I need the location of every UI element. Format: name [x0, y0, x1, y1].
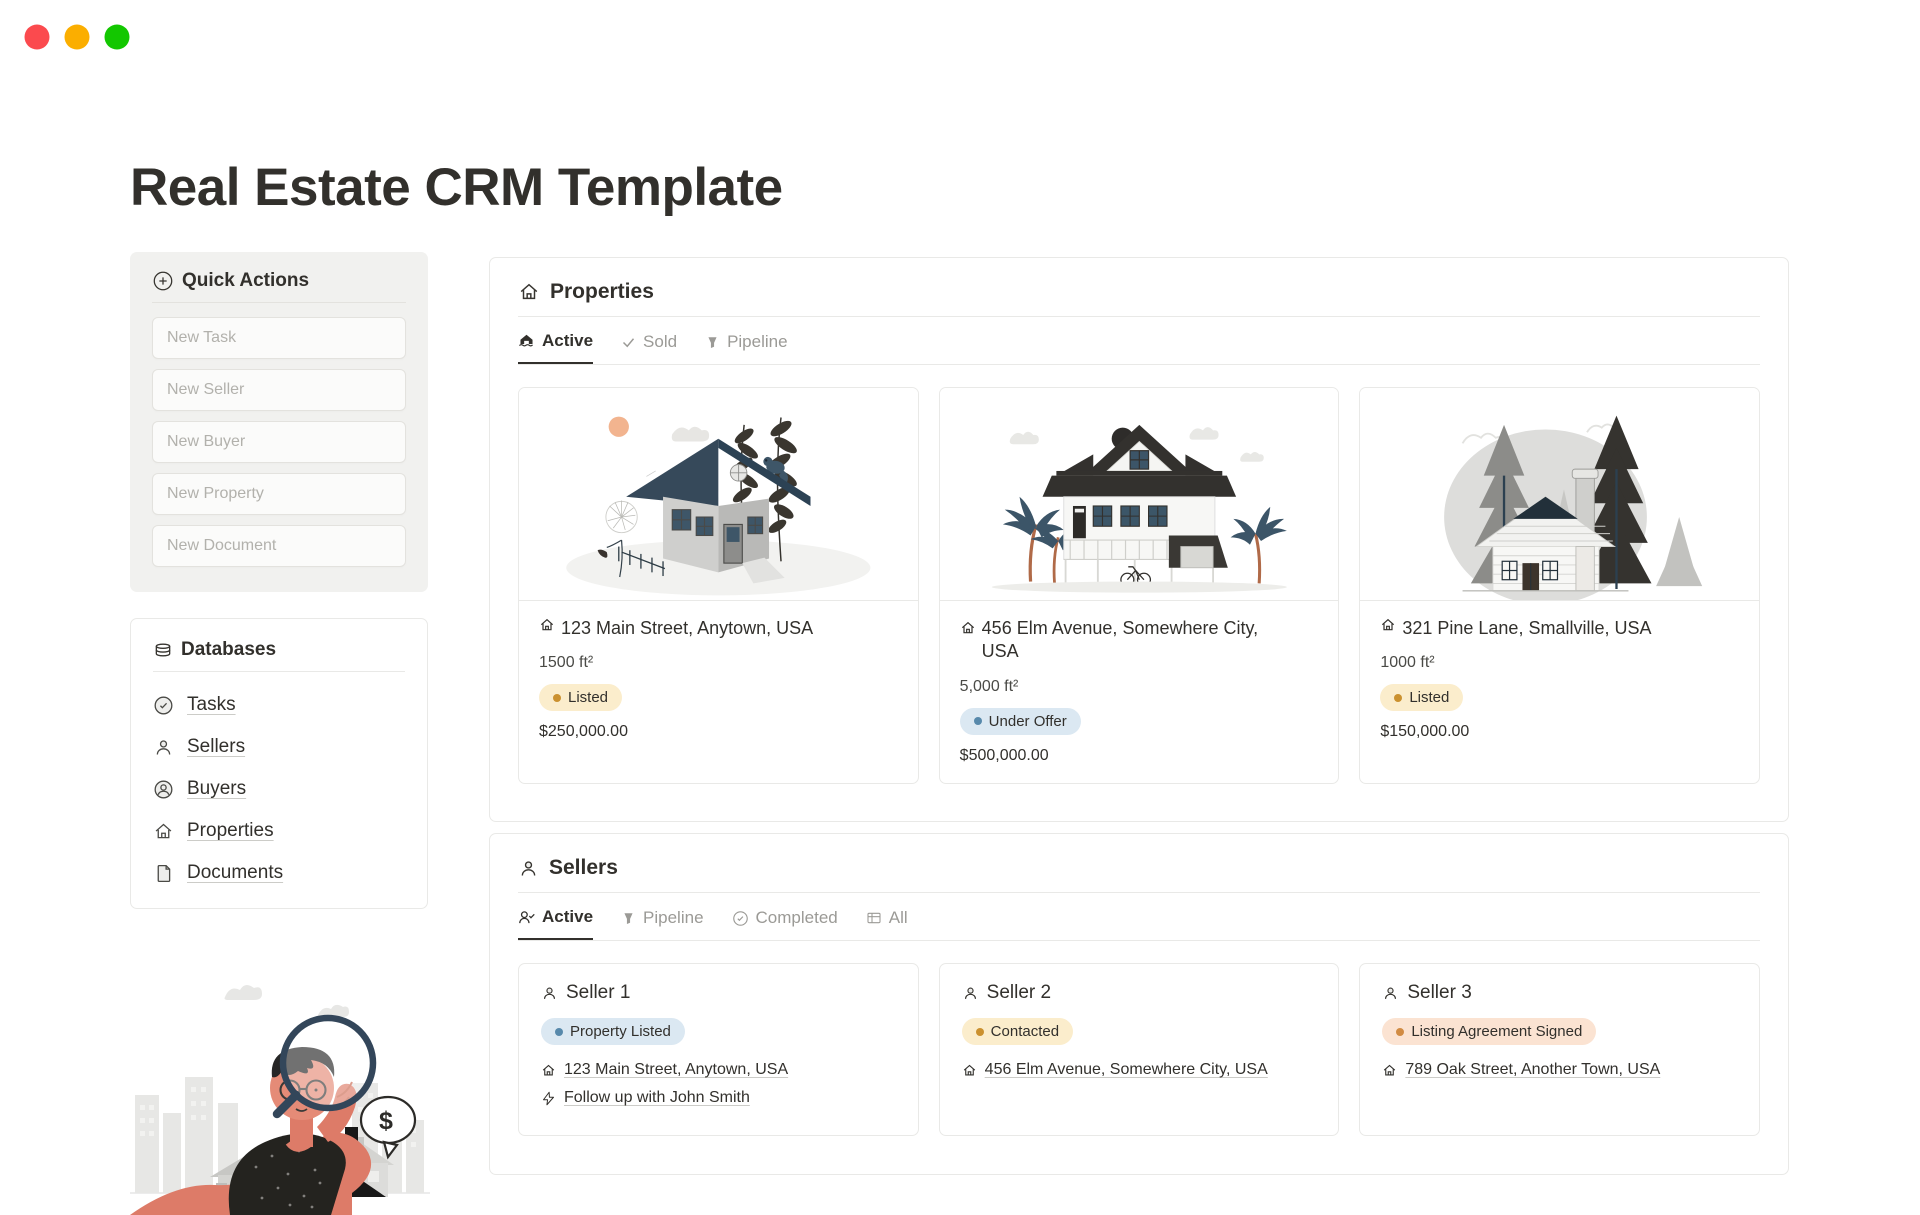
svg-text:$: $	[379, 1107, 393, 1135]
